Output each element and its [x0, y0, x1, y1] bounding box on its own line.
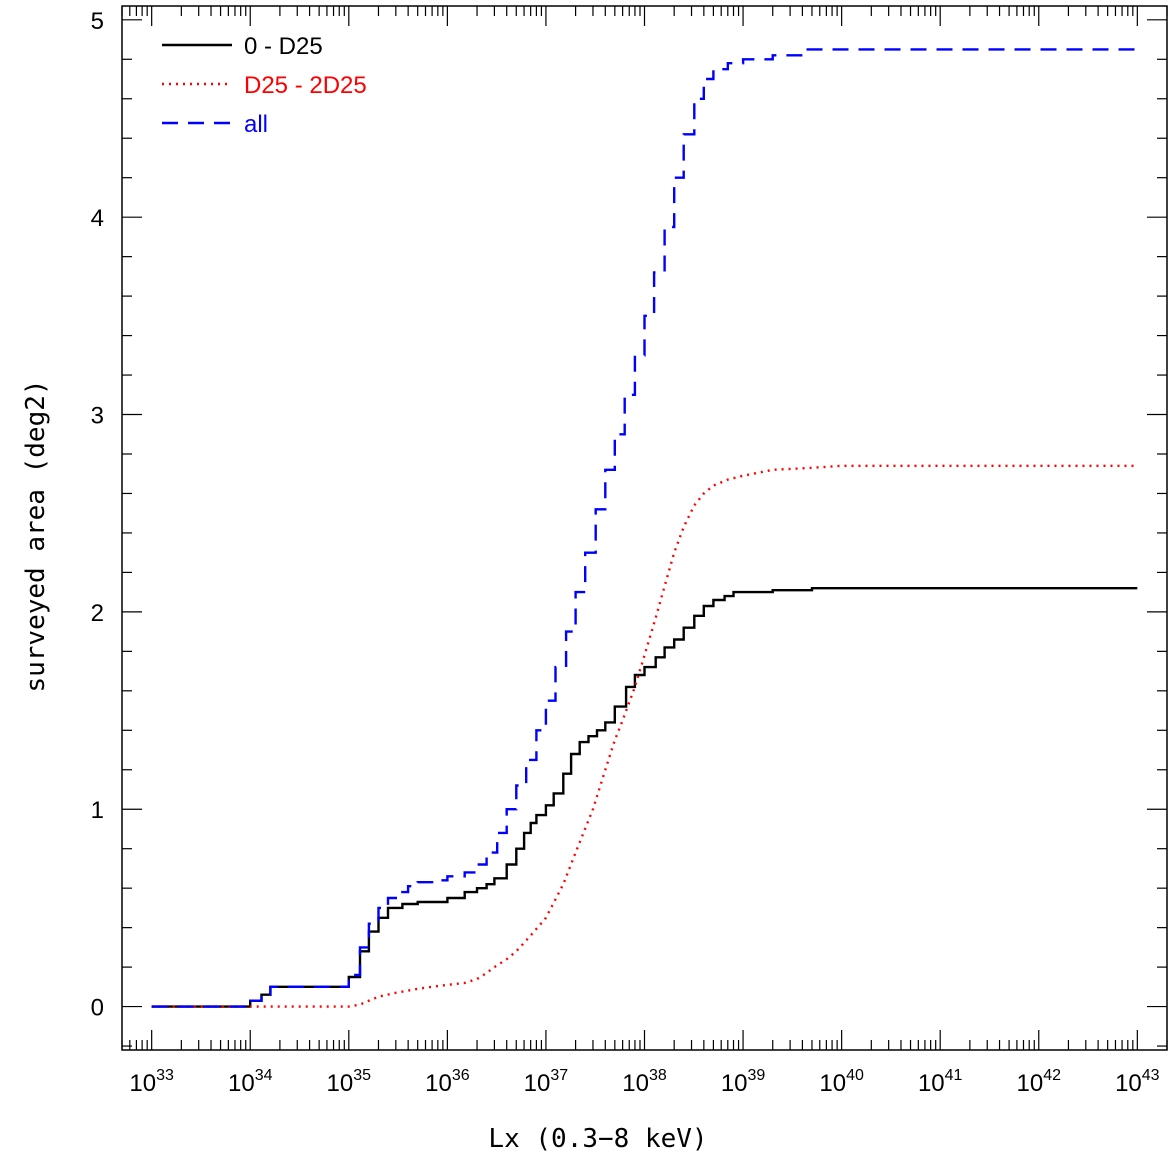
y-tick-label: 4: [91, 205, 104, 232]
x-tick-label: 1036: [425, 1067, 470, 1097]
x-tick-label: 1038: [622, 1067, 667, 1097]
series-line-2: [151, 464, 1138, 1008]
x-tick-label: 1034: [228, 1067, 273, 1097]
y-axis-title: surveyed area (deg2): [21, 379, 51, 692]
x-tick-label: 1040: [819, 1067, 864, 1097]
y-tick-label: 5: [91, 8, 104, 35]
series-layer: [151, 48, 1138, 1008]
x-axis-title: Lx (0.3−8 keV): [488, 1124, 707, 1154]
x-tick-label: 1037: [524, 1067, 569, 1097]
plot-frame: [121, 5, 1168, 1051]
x-tick-label: 1035: [327, 1067, 372, 1097]
series-line-1: [151, 587, 1138, 1008]
y-tick-label: 2: [91, 600, 104, 627]
x-tick-label: 1043: [1115, 1067, 1160, 1097]
legend-label: D25 - 2D25: [244, 72, 367, 99]
axis-ticks: [121, 6, 1168, 1050]
y-tick-label: 3: [91, 403, 104, 430]
x-tick-label: 1042: [1017, 1067, 1062, 1097]
y-tick-label: 1: [91, 797, 104, 824]
legend-label: 0 - D25: [244, 33, 323, 60]
series-line-3: [151, 48, 1138, 1008]
tick-labels: 1033 1034 1035 1036 1037 1038 1039 1040 1041 1042…: [91, 8, 1160, 1097]
x-tick-label: 1039: [721, 1067, 766, 1097]
legend-label: all: [244, 111, 268, 138]
legend: 0 - D25 D25 - 2D25 all: [162, 33, 367, 138]
x-tick-label: 1041: [918, 1067, 963, 1097]
x-tick-label: 1033: [129, 1067, 174, 1097]
y-tick-label: 0: [91, 995, 104, 1022]
